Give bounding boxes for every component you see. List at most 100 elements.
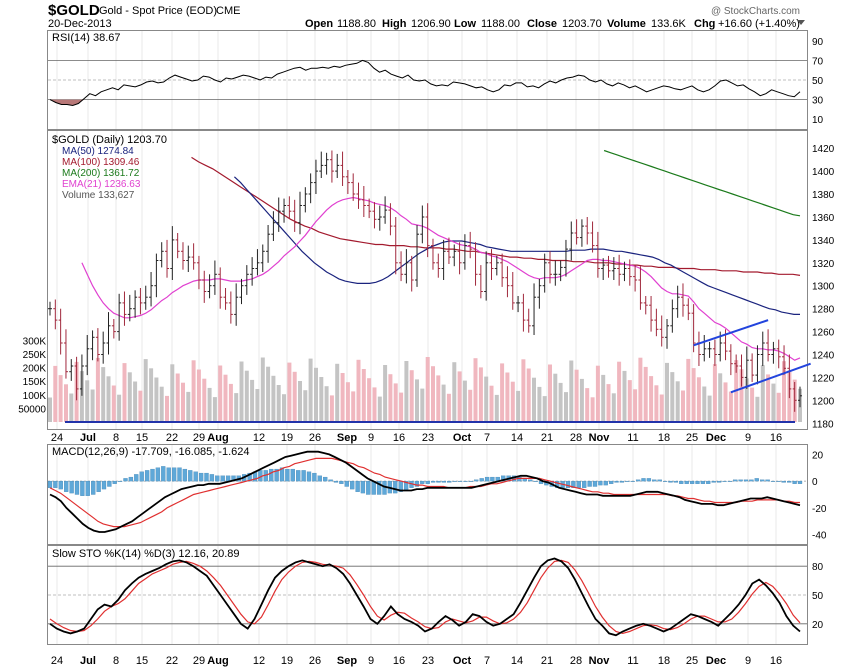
dropdown-triangle-icon[interactable] [797, 20, 805, 25]
volume-bar [48, 397, 52, 422]
high-value: 1206.90 [411, 18, 451, 30]
x-axis-tick-bottom: 18 [658, 655, 670, 667]
volume-bar [627, 380, 632, 422]
volume-bar [606, 384, 611, 422]
macd-axis-tick: -20 [812, 504, 827, 515]
volume-bar [223, 374, 228, 422]
volume-bar [670, 372, 675, 422]
volume-bar [755, 396, 760, 422]
ema21-legend: EMA(21) 1236.63 [62, 179, 141, 190]
x-axis-tick-bottom: 7 [484, 655, 490, 667]
x-axis-tick-bottom: 23 [422, 655, 434, 667]
volume-axis-tick: 200K [23, 364, 47, 375]
macd-hist-bar [625, 480, 630, 482]
volume-bar [303, 390, 308, 422]
x-axis-tick: Aug [207, 432, 228, 444]
macd-hist-bar [74, 480, 80, 495]
price-axis-tick: 1220 [812, 373, 835, 384]
volume-bar [356, 359, 361, 422]
macd-hist-bar [598, 480, 603, 486]
volume-bar [542, 396, 547, 422]
volume-bar [175, 373, 180, 422]
volume-bar [415, 379, 419, 422]
macd-hist-bar [657, 479, 662, 482]
x-axis-tick: 23 [422, 432, 434, 444]
macd-hist-bar [139, 471, 144, 482]
volume-bar [574, 369, 579, 422]
macd-hist-bar [463, 480, 468, 482]
volume-bar [143, 359, 148, 422]
sto-k-line [49, 557, 801, 637]
macd-hist-bar [134, 474, 139, 482]
macd-hist-bar [317, 475, 322, 482]
macd-hist-bar [781, 480, 786, 483]
x-axis-tick-bottom: 26 [309, 655, 321, 667]
volume-axis-tick: 150K [23, 377, 47, 388]
volume-axis-tick: 100K [23, 391, 47, 402]
macd-hist-bar [576, 480, 581, 488]
volume-bar [707, 395, 712, 422]
macd-hist-bar [155, 467, 161, 482]
volume-bar [441, 384, 446, 422]
macd-hist-bar [290, 468, 295, 482]
macd-hist-bar [101, 480, 107, 490]
low-value: 1188.00 [481, 18, 520, 30]
ma200-legend: MA(200) 1361.72 [62, 168, 140, 179]
volume-bar [622, 370, 627, 422]
x-axis-tick-bottom: 8 [113, 655, 119, 667]
x-axis-tick-bottom: 16 [770, 655, 782, 667]
x-axis-tick-bottom: 11 [627, 655, 638, 667]
volume-bar [361, 369, 366, 422]
wedge-upper-trendline [693, 319, 769, 347]
macd-hist-bar [743, 479, 749, 482]
macd-hist-bar [220, 475, 225, 482]
macd-hist-bar [582, 480, 587, 488]
volume-bar [702, 386, 707, 422]
macd-hist-bar [204, 472, 209, 482]
x-axis-tick-bottom: 9 [368, 655, 374, 667]
volume-bar [250, 379, 255, 422]
macd-hist-bar [193, 471, 198, 482]
ma100-legend: MA(100) 1309.46 [62, 157, 140, 168]
volume-bar [324, 386, 329, 422]
x-axis-tick-bottom: 16 [393, 655, 405, 667]
sto-d-line [49, 559, 801, 635]
volume-bar [537, 386, 542, 422]
rsi-axis-tick: 90 [812, 37, 824, 48]
volume-bar [383, 365, 388, 422]
volume-bar [712, 364, 717, 422]
price-axis-tick: 1320 [812, 259, 835, 270]
volume-bar [665, 362, 669, 422]
volume-bar [255, 389, 260, 422]
volume-bar [649, 376, 654, 422]
volume-bar [611, 393, 616, 422]
volume-bar [69, 393, 74, 422]
volume-bar [181, 382, 185, 422]
description: Gold - Spot Price (EOD) [99, 5, 217, 17]
macd-hist-bar [279, 467, 285, 482]
macd-hist-bar [333, 480, 339, 483]
macd-hist-bar [117, 480, 123, 482]
x-axis-tick-bottom: 14 [511, 655, 523, 667]
volume-bar [207, 387, 212, 422]
x-axis-tick: 19 [281, 432, 293, 444]
macd-hist-bar [603, 480, 608, 486]
macd-axis-tick: -40 [812, 531, 827, 542]
ma200-line [603, 149, 801, 217]
volume-bar [196, 369, 201, 422]
volume-bars [48, 357, 802, 422]
macd-hist-bar [711, 480, 716, 483]
sto-axis-tick: 50 [812, 591, 824, 602]
sto-panel [47, 545, 808, 645]
x-axis-tick: 21 [541, 432, 553, 444]
volume-bar [191, 360, 196, 422]
macd-hist-bar [792, 480, 797, 484]
x-axis-tick-bottom: 28 [570, 655, 582, 667]
volume-bar [367, 378, 372, 422]
chart-layers: 9070503010142014001380136013401320130012… [18, 31, 835, 667]
x-axis-tick-bottom: 25 [686, 655, 698, 667]
macd-hist-bar [269, 468, 274, 482]
volume-bar [760, 365, 765, 422]
volume-bar [377, 396, 382, 422]
